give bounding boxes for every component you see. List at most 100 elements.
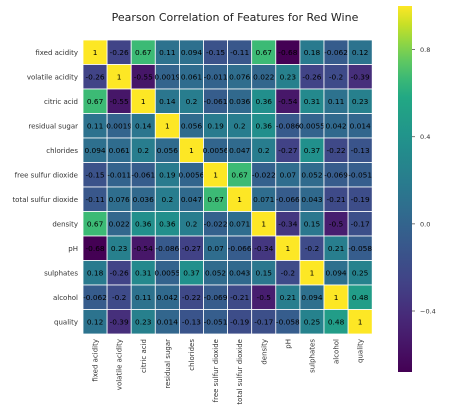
cell-value-label: -0.062 [324, 48, 348, 57]
cell-value-label: 0.23 [135, 318, 152, 327]
heatmap-cell-volatile-acidity-total-sulfur-dioxide [227, 64, 253, 90]
cell-value-label: 0.061 [109, 146, 130, 155]
heatmap-cell-fixed-acidity-fixed-acidity [82, 39, 108, 65]
colorbar-tick-label: 0.8 [420, 46, 430, 54]
heatmap-cell-total-sulfur-dioxide-quality [347, 186, 373, 212]
heatmap-cell-chlorides-fixed-acidity [82, 137, 108, 163]
heatmap-cell-alcohol-alcohol [323, 284, 349, 310]
cell-value-label: 0.11 [87, 122, 104, 131]
heatmap-cell-pH-density [251, 235, 277, 261]
cell-value-label: -0.2 [112, 293, 126, 302]
cell-value-label: 0.047 [181, 195, 202, 204]
cell-value-label: 0.36 [159, 220, 176, 229]
cell-value-label: -0.22 [326, 146, 345, 155]
cell-value-label: -0.22 [182, 293, 201, 302]
cell-value-label: 0.21 [328, 244, 345, 253]
cell-value-label: 0.25 [352, 269, 369, 278]
cell-value-label: 0.15 [304, 220, 321, 229]
heatmap-cell-fixed-acidity-free-sulfur-dioxide [203, 39, 229, 65]
heatmap-cell-residual-sugar-fixed-acidity [82, 113, 108, 139]
cell-value-label: -0.19 [351, 195, 370, 204]
heatmap-cell-quality-free-sulfur-dioxide [203, 309, 229, 335]
heatmap-cell-total-sulfur-dioxide-fixed-acidity [82, 186, 108, 212]
heatmap-cell-total-sulfur-dioxide-volatile-acidity [106, 186, 132, 212]
colorbar-tick-label: 0.4 [420, 133, 430, 141]
cell-value-label: 0.23 [111, 244, 128, 253]
heatmap-cell-quality-sulphates [299, 309, 325, 335]
cell-value-label: -0.058 [276, 318, 300, 327]
cell-value-label: -0.39 [110, 318, 129, 327]
cell-value-label: 1 [285, 244, 290, 253]
cell-value-label: -0.34 [254, 244, 273, 253]
cell-value-label: -0.26 [110, 48, 129, 57]
heatmap-cell-pH-free-sulfur-dioxide [203, 235, 229, 261]
cell-value-label: 0.2 [161, 195, 173, 204]
heatmap-cell-density-quality [347, 211, 373, 237]
column-label-alcohol: alcohol [333, 339, 341, 364]
heatmap-cell-density-residual-sugar [154, 211, 180, 237]
heatmap-cell-citric-acid-citric-acid [130, 88, 156, 114]
cell-value-label: 0.21 [280, 293, 297, 302]
cell-value-label: 0.12 [87, 318, 103, 327]
cell-value-label: 0.67 [231, 171, 248, 180]
heatmap-cell-alcohol-total-sulfur-dioxide [227, 284, 253, 310]
heatmap-cell-alcohol-citric-acid [130, 284, 156, 310]
heatmap-cell-volatile-acidity-volatile-acidity [106, 64, 132, 90]
cell-value-label: 0.19 [207, 122, 224, 131]
cell-value-label: 0.043 [301, 195, 322, 204]
heatmap-cell-free-sulfur-dioxide-free-sulfur-dioxide [203, 162, 229, 188]
cell-value-label: 0.67 [256, 48, 273, 57]
cell-value-label: 0.67 [207, 195, 224, 204]
cell-value-label: 0.022 [109, 220, 130, 229]
cell-value-label: 0.48 [352, 293, 369, 302]
cell-value-label: 0.0055 [299, 122, 325, 131]
cell-value-label: 0.0056 [179, 171, 205, 180]
cell-value-label: 0.25 [304, 318, 321, 327]
heatmap-cell-total-sulfur-dioxide-chlorides [178, 186, 204, 212]
row-label-free-sulfur-dioxide: free sulfur dioxide [15, 171, 78, 179]
cell-value-label: -0.058 [348, 244, 372, 253]
heatmap-cells: 1 -0.26 0.67 0.11 0.094 -0.15 -0.11 0.67 -0.68 0.… [82, 39, 373, 335]
cell-value-label: 0.056 [157, 146, 178, 155]
cell-value-label: 0.2 [137, 146, 149, 155]
cell-value-label: 0.036 [229, 97, 250, 106]
cell-value-label: 0.094 [301, 293, 322, 302]
heatmap-cell-chlorides-chlorides [178, 137, 204, 163]
heatmap-cell-density-fixed-acidity [82, 211, 108, 237]
chart-title: Pearson Correlation of Features for Red … [112, 11, 359, 24]
cell-value-label: -0.5 [329, 220, 344, 229]
cell-value-label: 0.48 [328, 318, 345, 327]
colorbar [398, 6, 412, 372]
cell-value-label: 0.014 [157, 318, 178, 327]
cell-value-label: 0.094 [325, 269, 346, 278]
heatmap-cell-volatile-acidity-density [251, 64, 277, 90]
cell-value-label: 0.2 [258, 146, 270, 155]
heatmap-cell-sulphates-residual-sugar [154, 260, 180, 286]
cell-value-label: 0.31 [304, 97, 321, 106]
cell-value-label: 0.0019 [106, 122, 132, 131]
cell-value-label: 1 [213, 171, 218, 180]
cell-value-label: 0.0019 [154, 73, 180, 82]
heatmap-cell-fixed-acidity-volatile-acidity [106, 39, 132, 65]
heatmap-cell-sulphates-volatile-acidity [106, 260, 132, 286]
cell-value-label: -0.069 [204, 293, 228, 302]
cell-value-label: 0.052 [205, 269, 226, 278]
cell-value-label: 0.36 [256, 122, 273, 131]
cell-value-label: -0.011 [204, 73, 228, 82]
cell-value-label: 0.67 [135, 48, 152, 57]
cell-value-label: 0.056 [181, 122, 202, 131]
cell-value-label: 0.23 [280, 73, 297, 82]
cell-value-label: -0.39 [351, 73, 370, 82]
cell-value-label: 0.2 [186, 97, 198, 106]
heatmap-cell-quality-total-sulfur-dioxide [227, 309, 253, 335]
cell-value-label: -0.15 [206, 48, 225, 57]
cell-value-label: 0.047 [229, 146, 250, 155]
cell-value-label: -0.051 [348, 171, 372, 180]
heatmap-cell-residual-sugar-free-sulfur-dioxide [203, 113, 229, 139]
row-label-alcohol: alcohol [53, 294, 78, 302]
cell-value-label: 0.11 [159, 48, 176, 57]
heatmap-cell-volatile-acidity-quality [347, 64, 373, 90]
cell-value-label: 0.061 [181, 73, 202, 82]
heatmap-cell-volatile-acidity-pH [275, 64, 301, 90]
